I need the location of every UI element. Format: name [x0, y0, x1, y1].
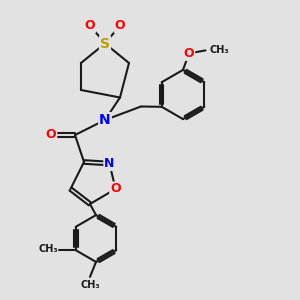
Text: N: N	[99, 113, 111, 127]
Text: CH₃: CH₃	[209, 45, 229, 56]
Text: O: O	[110, 182, 121, 196]
Text: O: O	[184, 47, 194, 60]
Text: O: O	[46, 128, 56, 142]
Text: S: S	[100, 37, 110, 50]
Text: N: N	[104, 157, 115, 170]
Text: O: O	[85, 19, 95, 32]
Text: CH₃: CH₃	[38, 244, 58, 254]
Text: CH₃: CH₃	[80, 280, 100, 290]
Text: O: O	[115, 19, 125, 32]
